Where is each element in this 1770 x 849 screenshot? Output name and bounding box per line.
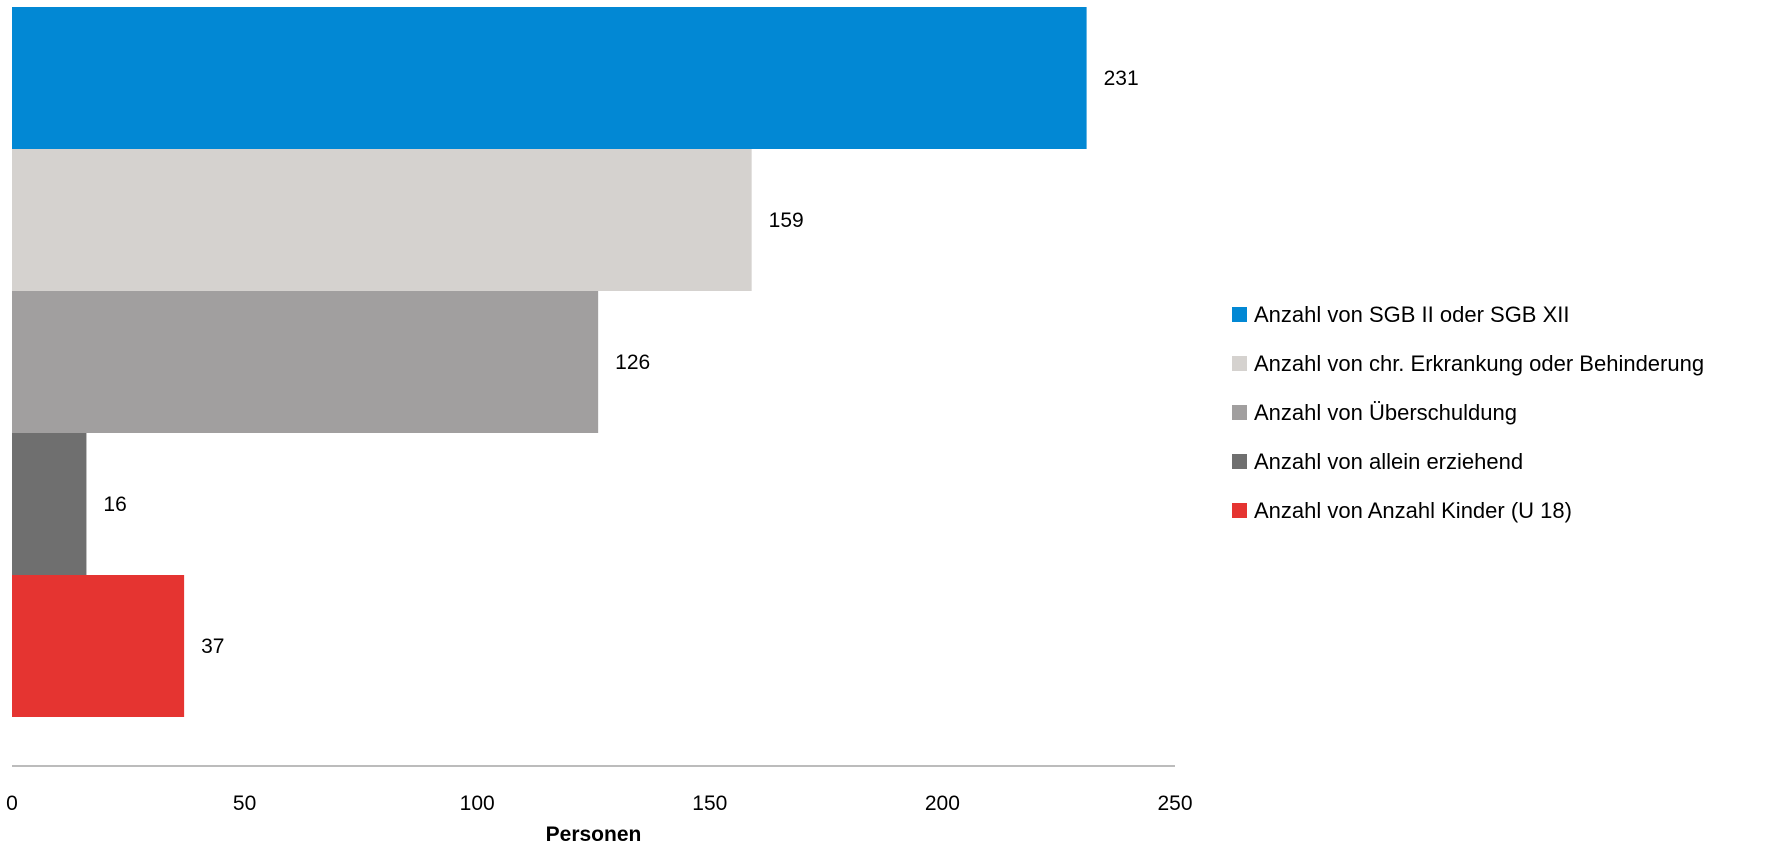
x-tick-label-0: 0 bbox=[6, 792, 18, 815]
legend-item-3: Anzahl von Überschuldung bbox=[1232, 388, 1704, 437]
x-tick-label-250: 250 bbox=[1157, 792, 1192, 815]
x-axis-title: Personen bbox=[546, 823, 642, 846]
data-label-2: 159 bbox=[769, 209, 804, 232]
bar-2 bbox=[12, 149, 752, 291]
x-tick-label-150: 150 bbox=[692, 792, 727, 815]
bar-5 bbox=[12, 575, 185, 717]
x-tick-label-200: 200 bbox=[925, 792, 960, 815]
legend-label: Anzahl von allein erziehend bbox=[1254, 448, 1524, 474]
legend: Anzahl von SGB II oder SGB XII Anzahl von… bbox=[1232, 290, 1704, 535]
legend-swatch bbox=[1232, 356, 1247, 371]
legend-label: Anzahl von chr. Erkrankung oder Behinder… bbox=[1254, 350, 1705, 376]
legend-swatch bbox=[1232, 454, 1247, 469]
data-label-3: 126 bbox=[615, 351, 650, 374]
data-label-4: 16 bbox=[103, 493, 126, 516]
bar-4 bbox=[12, 433, 87, 575]
data-labels-group: 231 159 126 16 37 bbox=[103, 67, 1138, 658]
x-tick-labels-group: 0 50 100 150 200 250 bbox=[6, 792, 1192, 815]
legend-item-2: Anzahl von chr. Erkrankung oder Behinder… bbox=[1232, 339, 1704, 388]
bars-group bbox=[12, 7, 1087, 717]
legend-item-5: Anzahl von Anzahl Kinder (U 18) bbox=[1232, 486, 1704, 535]
legend-item-1: Anzahl von SGB II oder SGB XII bbox=[1232, 290, 1704, 339]
x-tick-label-50: 50 bbox=[233, 792, 256, 815]
legend-label: Anzahl von SGB II oder SGB XII bbox=[1254, 301, 1570, 327]
legend-item-4: Anzahl von allein erziehend bbox=[1232, 437, 1704, 486]
bar-1 bbox=[12, 7, 1087, 149]
x-tick-label-100: 100 bbox=[460, 792, 495, 815]
legend-label: Anzahl von Anzahl Kinder (U 18) bbox=[1254, 497, 1572, 523]
data-label-1: 231 bbox=[1104, 67, 1139, 90]
legend-swatch bbox=[1232, 307, 1247, 322]
legend-label: Anzahl von Überschuldung bbox=[1254, 399, 1517, 425]
legend-swatch bbox=[1232, 405, 1247, 420]
legend-swatch bbox=[1232, 503, 1247, 518]
data-label-5: 37 bbox=[201, 635, 224, 658]
bar-3 bbox=[12, 291, 599, 433]
